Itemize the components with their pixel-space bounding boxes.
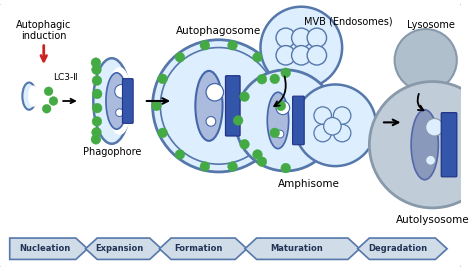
Text: LC3-Ⅱ: LC3-Ⅱ (54, 73, 78, 82)
Text: Maturation: Maturation (270, 244, 323, 253)
Circle shape (158, 128, 167, 138)
Circle shape (92, 76, 102, 85)
Ellipse shape (107, 67, 132, 135)
Circle shape (307, 46, 327, 65)
Text: Degradation: Degradation (368, 244, 428, 253)
Circle shape (240, 139, 249, 149)
Polygon shape (245, 238, 360, 259)
Text: Formation: Formation (174, 244, 223, 253)
Circle shape (314, 124, 331, 142)
FancyBboxPatch shape (226, 76, 240, 136)
Circle shape (426, 156, 436, 165)
Text: Autophagosome: Autophagosome (176, 26, 261, 36)
Circle shape (175, 52, 185, 62)
Circle shape (91, 127, 101, 137)
Circle shape (333, 107, 351, 124)
Circle shape (324, 118, 341, 135)
Circle shape (228, 162, 237, 171)
Polygon shape (85, 238, 161, 259)
Circle shape (116, 109, 123, 117)
Circle shape (153, 40, 285, 172)
Circle shape (257, 74, 267, 84)
Circle shape (160, 47, 277, 164)
Circle shape (333, 124, 351, 142)
Ellipse shape (267, 92, 289, 149)
Circle shape (369, 82, 474, 208)
FancyBboxPatch shape (441, 113, 457, 177)
Circle shape (276, 101, 290, 115)
Circle shape (292, 46, 311, 65)
Circle shape (276, 46, 295, 65)
Circle shape (115, 85, 128, 98)
FancyBboxPatch shape (0, 2, 463, 269)
Circle shape (281, 163, 291, 173)
Circle shape (261, 7, 342, 88)
Circle shape (270, 128, 280, 138)
Ellipse shape (93, 58, 130, 144)
Ellipse shape (195, 71, 223, 141)
Circle shape (395, 29, 457, 91)
Circle shape (92, 117, 102, 126)
Circle shape (281, 68, 291, 78)
Circle shape (91, 65, 101, 75)
Circle shape (253, 52, 262, 62)
Circle shape (206, 83, 224, 101)
Circle shape (253, 150, 262, 159)
Circle shape (276, 101, 286, 111)
Ellipse shape (411, 110, 438, 180)
Text: Phagophore: Phagophore (82, 147, 141, 157)
Polygon shape (358, 238, 447, 259)
Circle shape (228, 40, 237, 50)
Text: Autophagic: Autophagic (16, 20, 72, 30)
Ellipse shape (22, 83, 36, 110)
Circle shape (91, 58, 101, 67)
Polygon shape (159, 238, 247, 259)
Circle shape (276, 28, 295, 47)
Circle shape (44, 87, 53, 96)
Circle shape (314, 107, 331, 124)
Circle shape (294, 85, 376, 166)
FancyBboxPatch shape (292, 96, 304, 145)
Text: Amphisome: Amphisome (278, 179, 340, 189)
Circle shape (235, 70, 336, 171)
Polygon shape (10, 238, 88, 259)
Circle shape (426, 118, 443, 136)
Circle shape (240, 92, 249, 101)
FancyBboxPatch shape (122, 79, 133, 123)
Text: Nucleation: Nucleation (19, 244, 70, 253)
Circle shape (292, 28, 311, 47)
Circle shape (42, 104, 51, 113)
Circle shape (49, 97, 58, 105)
Ellipse shape (106, 73, 128, 129)
Text: MVB (Endosomes): MVB (Endosomes) (304, 16, 392, 26)
Circle shape (200, 162, 210, 171)
Circle shape (307, 28, 327, 47)
Text: Autolysosome: Autolysosome (396, 215, 469, 225)
Text: Lysosome: Lysosome (407, 20, 455, 30)
Ellipse shape (28, 85, 38, 107)
Circle shape (257, 157, 267, 167)
Circle shape (206, 117, 216, 126)
Circle shape (233, 115, 243, 125)
Circle shape (270, 74, 280, 84)
Circle shape (91, 134, 101, 144)
Circle shape (152, 101, 161, 111)
Text: Expansion: Expansion (96, 244, 144, 253)
Circle shape (175, 150, 185, 159)
Circle shape (92, 89, 102, 99)
Circle shape (92, 103, 102, 113)
Circle shape (276, 130, 284, 138)
Circle shape (158, 74, 167, 84)
Text: induction: induction (21, 31, 66, 41)
Circle shape (200, 40, 210, 50)
